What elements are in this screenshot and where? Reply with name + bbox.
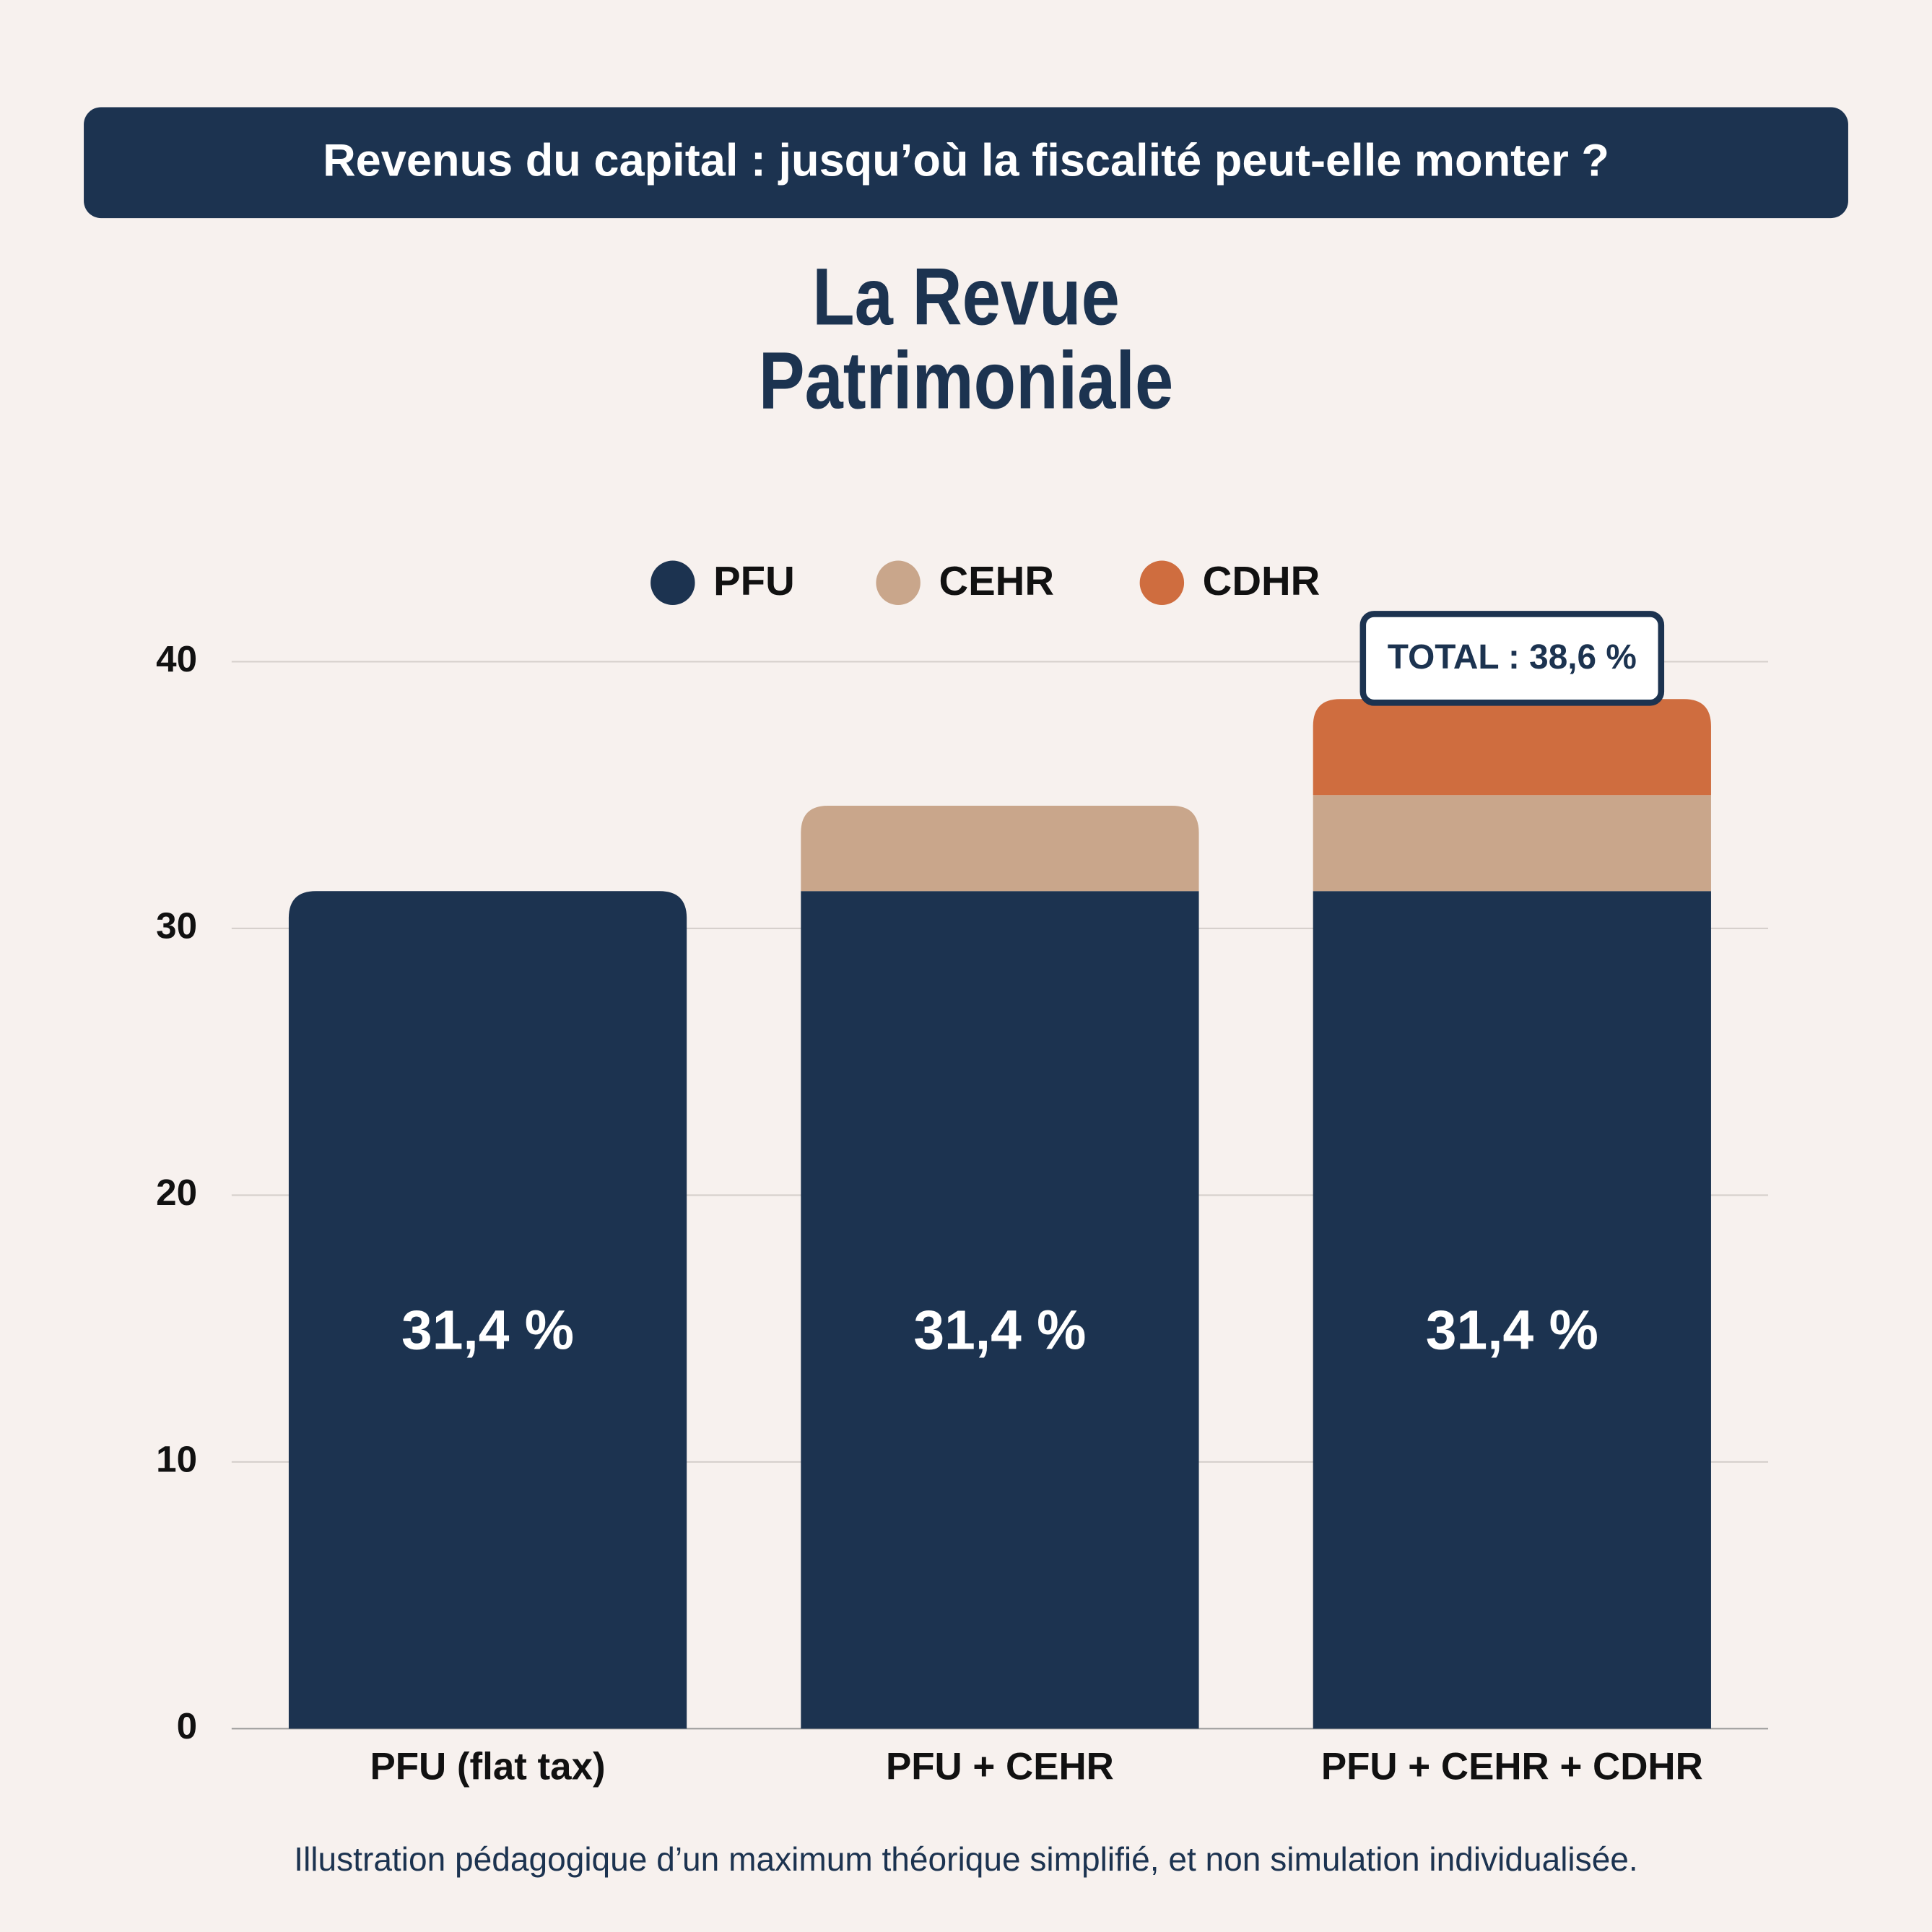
legend-label: CDHR — [1203, 558, 1320, 604]
bar-segment — [288, 891, 687, 1729]
annotation-box — [1359, 611, 1665, 706]
y-tick-label: 20 — [156, 1172, 197, 1213]
bar-segment — [801, 805, 1199, 892]
data-label: 31,4 % — [401, 1300, 574, 1362]
bar-segment — [801, 891, 1199, 1729]
legend-label: PFU — [713, 558, 795, 604]
header: Revenus du capital : jusqu’où la fiscali… — [323, 136, 1609, 186]
legend-swatch — [876, 560, 921, 605]
x-tick-label: PFU (flat tax) — [370, 1746, 605, 1788]
y-tick-label: 0 — [177, 1705, 197, 1746]
bar-segment — [1313, 699, 1711, 796]
chart-title: La Revue — [812, 251, 1120, 342]
y-tick-label: 10 — [156, 1438, 197, 1479]
header-banner — [84, 107, 1848, 219]
footnote: Illustration pédagogique d’un maximum th… — [294, 1840, 1637, 1878]
x-tick-label: PFU + CEHR + CDHR — [1321, 1746, 1703, 1788]
legend-label: CEHR — [939, 558, 1054, 604]
chart-title: Patrimoniale — [759, 335, 1174, 426]
data-label: 31,4 % — [913, 1300, 1086, 1362]
legend-swatch — [1139, 560, 1185, 605]
x-tick-label: PFU + CEHR — [886, 1746, 1114, 1788]
bar-segment — [1313, 891, 1711, 1729]
y-tick-label: 40 — [156, 638, 197, 679]
bar-segment — [1313, 795, 1711, 892]
y-tick-label: 30 — [156, 905, 197, 946]
annotation: TOTAL : 38,6 % — [1388, 638, 1637, 676]
data-label: 31,4 % — [1426, 1300, 1598, 1362]
legend-swatch — [650, 560, 695, 605]
